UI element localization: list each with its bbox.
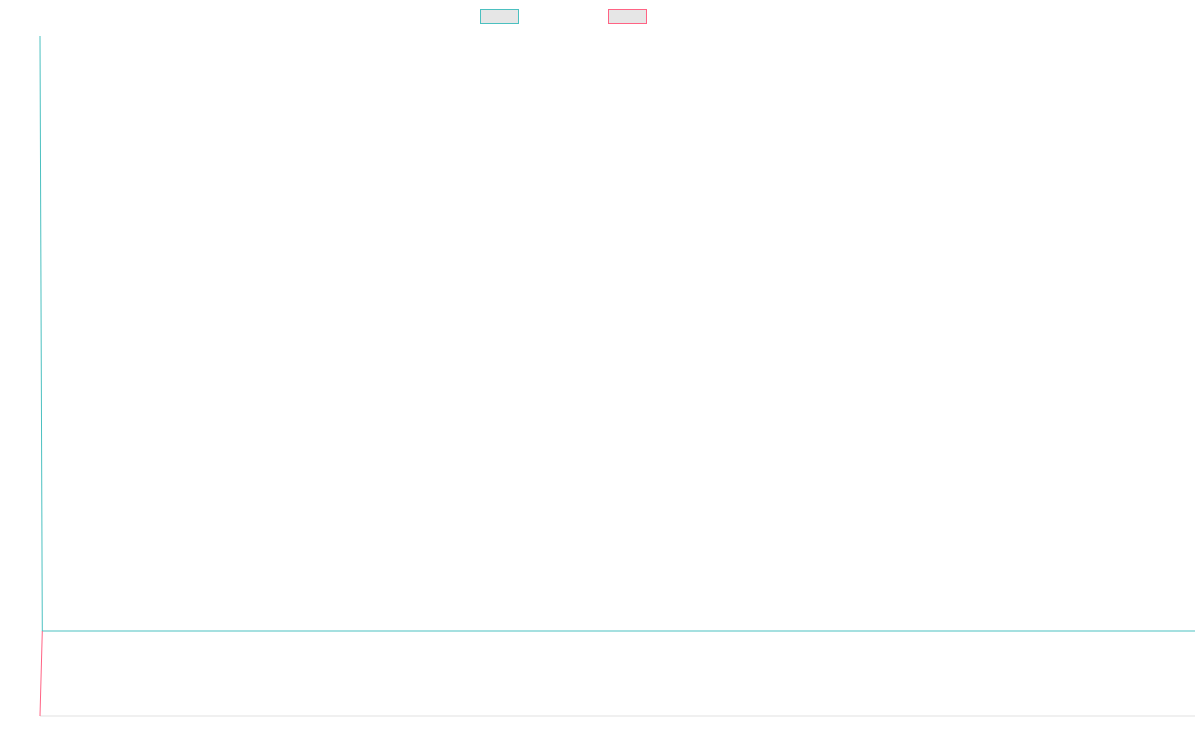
series-line-2 (39, 630, 43, 717)
legend-swatch-series-2 (608, 9, 647, 24)
series-layer (39, 35, 1195, 717)
legend (480, 9, 653, 24)
legend-swatch-series-1 (480, 9, 519, 24)
legend-item-series-2[interactable] (608, 9, 653, 24)
series-line-1 (39, 35, 1195, 632)
legend-item-series-1[interactable] (480, 9, 525, 24)
